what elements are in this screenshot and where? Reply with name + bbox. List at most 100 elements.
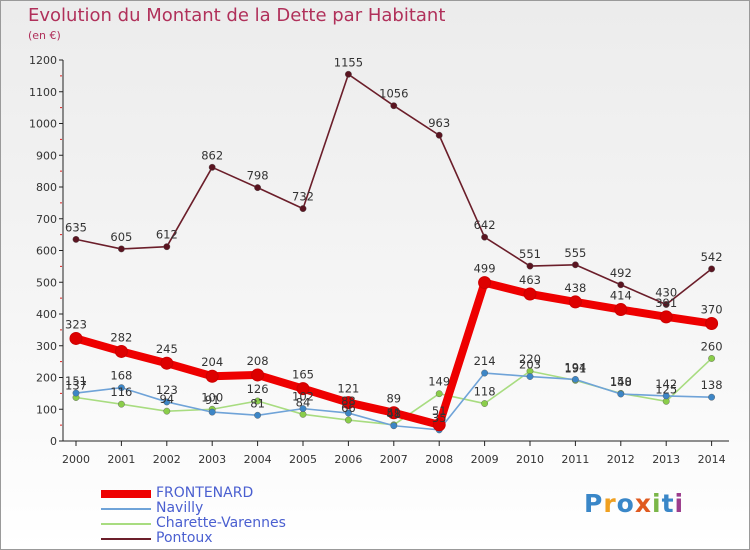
- data-point-frontenard: [432, 418, 446, 432]
- data-label-charette-varennes: 116: [110, 385, 132, 399]
- data-point-frontenard: [478, 276, 492, 290]
- data-label-charette-varennes: 220: [519, 352, 541, 366]
- logo-letter: t: [661, 489, 675, 518]
- data-label-navilly: 214: [474, 354, 496, 368]
- y-tick-label: 1100: [29, 86, 57, 99]
- data-point-frontenard: [251, 368, 265, 382]
- data-point-pontoux: [390, 102, 398, 110]
- data-point-pontoux: [662, 301, 670, 308]
- data-label-pontoux: 605: [110, 230, 132, 244]
- data-label-frontenard: 204: [201, 355, 223, 369]
- legend-swatch: [101, 508, 151, 510]
- data-label-frontenard: 414: [610, 289, 632, 303]
- legend-label: Charette-Varennes: [156, 515, 286, 531]
- data-point-frontenard: [523, 287, 537, 301]
- data-label-navilly: 48: [386, 407, 401, 421]
- data-label-navilly: 142: [655, 377, 677, 391]
- data-point-pontoux: [435, 131, 443, 139]
- logo-letter: r: [603, 489, 617, 518]
- data-label-charette-varennes: 126: [247, 382, 269, 396]
- y-tick-label: 200: [36, 372, 57, 385]
- x-tick-label: 2006: [334, 453, 362, 466]
- data-label-pontoux: 612: [156, 228, 178, 242]
- data-label-frontenard: 323: [65, 317, 87, 331]
- data-label-frontenard: 370: [701, 303, 723, 317]
- series-frontenard: [69, 276, 719, 432]
- x-tick-label: 2008: [425, 453, 453, 466]
- data-label-navilly: 102: [292, 390, 314, 404]
- data-label-frontenard: 391: [655, 296, 677, 310]
- data-point-navilly: [481, 369, 488, 377]
- x-tick-label: 2012: [607, 453, 635, 466]
- data-label-pontoux: 542: [701, 250, 723, 264]
- data-point-charette-varennes: [708, 355, 715, 362]
- data-label-frontenard: 463: [519, 273, 541, 287]
- data-point-frontenard: [205, 369, 219, 383]
- x-tick-label: 2004: [244, 453, 272, 466]
- data-label-charette-varennes: 125: [655, 382, 677, 396]
- data-label-frontenard: 245: [156, 342, 178, 356]
- y-tick-label: 900: [36, 149, 57, 162]
- data-label-navilly: 91: [205, 393, 220, 407]
- data-point-navilly: [299, 405, 307, 413]
- data-point-pontoux: [163, 243, 171, 251]
- data-label-frontenard: 438: [564, 281, 586, 295]
- proxiti-logo: Proxiti: [584, 489, 684, 518]
- legend-swatch: [101, 523, 151, 525]
- data-label-pontoux: 635: [65, 220, 87, 234]
- data-point-pontoux: [118, 245, 125, 253]
- data-label-navilly: 138: [701, 378, 723, 392]
- data-label-navilly: 123: [156, 383, 178, 397]
- y-tick-label: 0: [50, 435, 57, 448]
- x-tick-label: 2005: [289, 453, 317, 466]
- data-point-navilly: [390, 422, 398, 430]
- data-label-pontoux: 1056: [379, 87, 408, 101]
- series-layer: [69, 70, 719, 434]
- data-label-pontoux: 551: [519, 247, 541, 261]
- data-point-frontenard: [568, 295, 582, 309]
- data-label-navilly: 35: [432, 411, 447, 425]
- data-point-navilly: [662, 392, 670, 400]
- unit-label: (en €): [28, 29, 61, 42]
- data-point-frontenard: [614, 303, 628, 317]
- data-label-frontenard: 165: [292, 368, 314, 382]
- data-point-pontoux: [481, 233, 488, 241]
- data-point-pontoux: [299, 205, 307, 212]
- series-pontoux: [72, 70, 715, 308]
- data-label-charette-varennes: 137: [65, 379, 87, 393]
- data-label-frontenard: 121: [337, 382, 359, 396]
- y-tick-label: 100: [36, 403, 57, 416]
- legend-swatch: [101, 538, 151, 540]
- logo-letter: x: [634, 489, 652, 518]
- data-point-pontoux: [208, 163, 216, 171]
- data-point-navilly: [254, 411, 262, 419]
- data-point-charette-varennes: [481, 400, 488, 407]
- x-tick-label: 2014: [698, 453, 726, 466]
- data-point-pontoux: [526, 262, 534, 270]
- data-point-frontenard: [69, 331, 83, 345]
- data-point-navilly: [208, 408, 216, 416]
- x-tick-label: 2000: [62, 453, 90, 466]
- data-label-pontoux: 492: [610, 266, 632, 280]
- x-tick-label: 2011: [561, 453, 589, 466]
- x-tick-label: 2010: [516, 453, 544, 466]
- data-point-charette-varennes: [163, 407, 171, 415]
- legend-label: Pontoux: [156, 530, 213, 546]
- y-tick-label: 500: [36, 276, 57, 289]
- y-tick-label: 600: [36, 245, 57, 258]
- logo-letter: i: [652, 489, 662, 518]
- y-tick-label: 800: [36, 181, 57, 194]
- data-label-charette-varennes: 149: [428, 375, 450, 389]
- logo-letter: P: [584, 489, 604, 518]
- data-point-charette-varennes: [344, 416, 352, 424]
- data-label-frontenard: 499: [474, 262, 496, 276]
- data-label-frontenard: 208: [247, 354, 269, 368]
- data-label-pontoux: 798: [247, 169, 269, 183]
- y-tick-label: 400: [36, 308, 57, 321]
- axes: 0 100 200 300 400 500 600 700 800 900 1000 1100 1200…: [29, 54, 729, 466]
- data-label-navilly: 81: [250, 396, 265, 410]
- data-point-frontenard: [160, 356, 174, 370]
- data-label-pontoux: 1155: [334, 55, 363, 69]
- data-point-pontoux: [254, 184, 262, 192]
